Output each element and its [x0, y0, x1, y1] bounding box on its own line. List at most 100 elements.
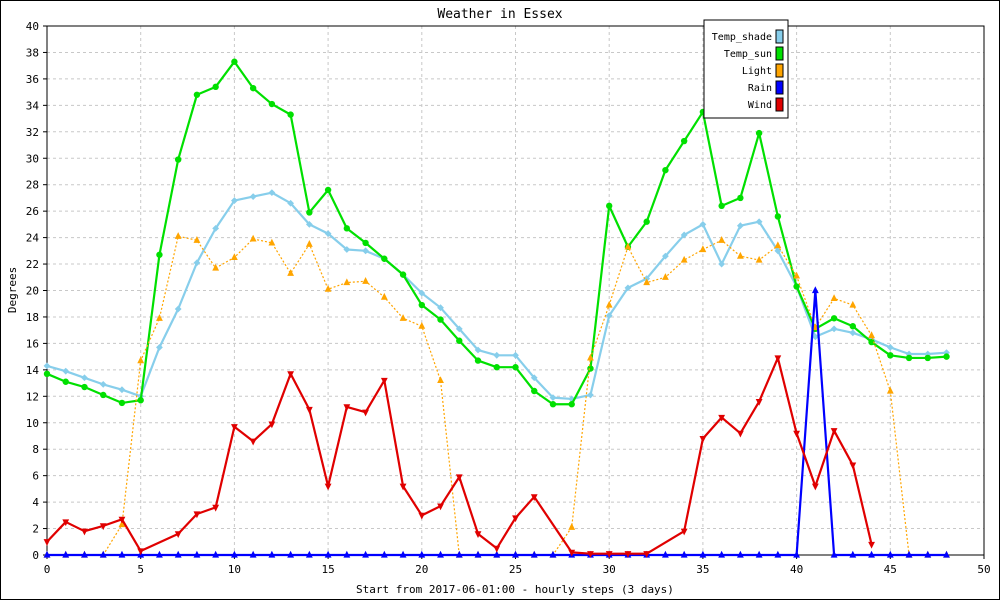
- light-point: [886, 386, 894, 394]
- rain-point: [193, 550, 201, 558]
- x-tick-label: 5: [137, 563, 144, 576]
- legend-label-wind: Wind: [748, 100, 772, 111]
- temp-shade-point: [811, 333, 819, 341]
- rain-point: [549, 550, 557, 558]
- light-point: [249, 234, 257, 242]
- temp-shade-point: [43, 362, 51, 370]
- rain-point: [324, 550, 332, 558]
- temp-shade-point: [755, 218, 763, 226]
- light-point: [343, 278, 351, 286]
- temp-sun-point: [212, 83, 219, 91]
- temp-sun-point: [268, 100, 276, 108]
- light-point: [212, 263, 220, 271]
- rain-point: [399, 550, 407, 558]
- light-point: [793, 271, 800, 279]
- temp-sun-point: [100, 391, 107, 399]
- temp-shade-point: [605, 312, 613, 320]
- legend-swatch-temp-shade: [775, 29, 784, 44]
- light-point: [193, 236, 201, 243]
- temp-sun-point: [587, 365, 594, 372]
- temp-shade-point: [736, 222, 744, 230]
- temp-shade-point: [81, 374, 88, 382]
- y-tick-label: 26: [26, 205, 39, 218]
- temp-sun-point: [81, 383, 88, 391]
- rain-point: [530, 550, 538, 558]
- y-tick-label: 2: [32, 523, 39, 536]
- y-tick-label: 34: [26, 99, 40, 112]
- rain-point: [512, 550, 519, 558]
- y-tick-label: 28: [26, 179, 39, 192]
- rain-point: [81, 550, 88, 558]
- rain-point: [924, 550, 932, 558]
- legend-label-rain: Rain: [748, 83, 772, 94]
- light-point: [755, 255, 763, 263]
- temp-shade-point: [568, 395, 576, 403]
- temp-shade-point: [455, 325, 463, 333]
- temp-sun-point: [943, 353, 950, 360]
- rain-point: [811, 286, 819, 294]
- rain-point: [455, 550, 463, 558]
- legend-swatch-light: [775, 63, 784, 78]
- wind-point: [43, 539, 51, 546]
- rain-point: [174, 550, 182, 558]
- temp-shade-point: [493, 351, 501, 359]
- y-tick-label: 24: [26, 232, 40, 245]
- temp-shade-point: [718, 260, 726, 268]
- light-point: [680, 255, 688, 263]
- temp-shade-point: [437, 304, 444, 312]
- rain-point: [380, 550, 388, 558]
- rain-point: [62, 550, 70, 558]
- temp-sun-point: [849, 323, 857, 330]
- x-axis-label: Start from 2017-06-01:00 - hourly steps …: [356, 583, 674, 596]
- y-axis-label: Degrees: [6, 267, 19, 313]
- light-point: [643, 278, 651, 286]
- temp-sun-point: [231, 58, 238, 65]
- y-tick-label: 8: [32, 443, 39, 456]
- y-tick-label: 10: [26, 417, 39, 430]
- temp-sun-point: [137, 397, 144, 404]
- x-tick-label: 10: [228, 563, 241, 576]
- light-point: [287, 269, 295, 276]
- wind-point: [118, 516, 126, 524]
- light-point: [437, 376, 444, 384]
- wind-point: [399, 483, 407, 491]
- temp-sun-point: [193, 91, 201, 98]
- temp-sun-point: [418, 301, 425, 309]
- y-tick-label: 14: [26, 364, 40, 377]
- legend-label-temp-sun: Temp_sun: [724, 49, 772, 60]
- temp-sun-point: [62, 378, 69, 385]
- y-tick-label: 20: [26, 285, 39, 298]
- y-tick-label: 40: [26, 20, 39, 33]
- temp-shade-point: [62, 367, 70, 375]
- temp-sun-point: [324, 186, 332, 194]
- wind-point: [99, 523, 107, 531]
- wind-point: [830, 428, 838, 435]
- y-tick-label: 30: [26, 152, 39, 165]
- rain-point: [156, 550, 163, 558]
- temp-shade-point: [324, 230, 332, 238]
- rain-point: [437, 550, 444, 558]
- light-point: [174, 232, 182, 239]
- temp-sun-point: [118, 399, 126, 407]
- x-tick-label: 30: [603, 563, 616, 576]
- light-point: [849, 300, 857, 308]
- temp-sun-point: [287, 111, 294, 118]
- rain-point: [249, 550, 257, 558]
- wind-point: [605, 551, 613, 558]
- wind-point: [793, 430, 800, 438]
- light-point: [868, 331, 875, 339]
- wind-point: [418, 512, 426, 520]
- light-point: [718, 236, 726, 243]
- rain-point: [474, 550, 482, 558]
- light-point: [830, 294, 838, 302]
- rain-point: [418, 550, 426, 558]
- x-tick-label: 40: [790, 563, 803, 576]
- temp-shade-point: [212, 224, 220, 232]
- legend-swatch-temp-sun: [775, 46, 784, 61]
- temp-shade-point: [343, 246, 351, 253]
- wind-point: [774, 355, 782, 363]
- temp-sun-point: [399, 271, 407, 278]
- y-tick-label: 0: [32, 549, 39, 562]
